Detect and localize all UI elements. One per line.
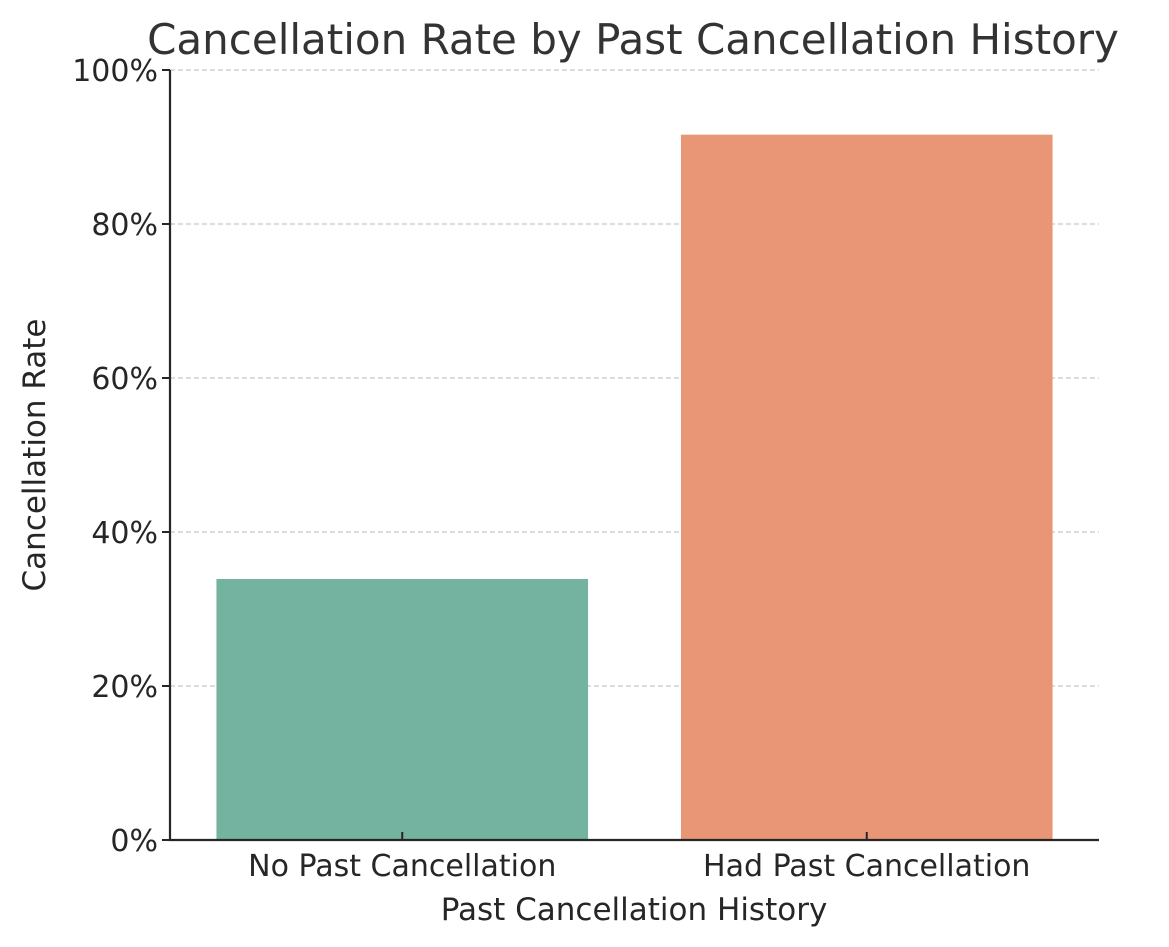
x-axis-label: Past Cancellation History [441,892,828,928]
y-tick-label: 100% [72,54,158,89]
y-tick-label: 60% [91,362,158,397]
x-ticks: No Past Cancellation Had Past Cancellatio… [248,832,1030,884]
bar-had-past-cancellation [680,134,1053,840]
x-tick-label: No Past Cancellation [248,849,556,884]
y-axis-label: Cancellation Rate [17,319,53,592]
bars [216,134,1053,840]
y-tick-label: 80% [91,208,158,243]
x-tick-label: Had Past Cancellation [703,849,1030,884]
bar-no-past-cancellation [216,578,589,840]
chart-title: Cancellation Rate by Past Cancellation H… [147,15,1119,64]
y-tick-label: 0% [110,824,158,859]
y-ticks: 0% 20% 40% 60% 80% 100% [72,54,170,859]
y-tick-label: 40% [91,516,158,551]
y-tick-label: 20% [91,670,158,705]
